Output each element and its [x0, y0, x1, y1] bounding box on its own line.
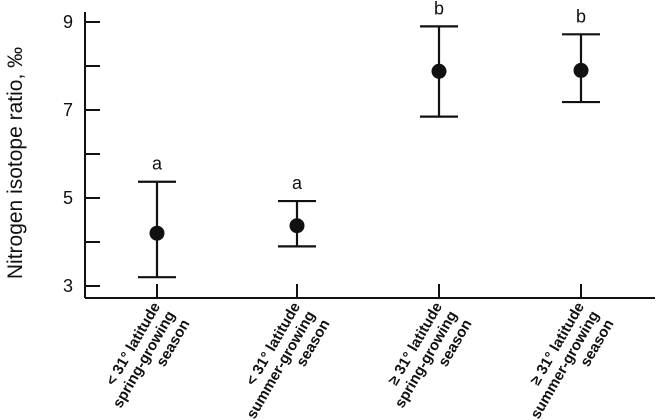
significance-letter: a [152, 154, 163, 174]
mean-point [573, 62, 589, 78]
y-tick-label: 3 [63, 276, 73, 296]
significance-letter: a [292, 173, 303, 193]
axis-labels: 3 5 7 9 Nitrogen isotope ratio, ‰ a a b b < 31° l… [4, 0, 618, 420]
significance-letter: b [434, 0, 444, 18]
y-tick-label: 5 [63, 188, 73, 208]
mean-point [431, 63, 447, 79]
significance-letter: b [576, 6, 586, 26]
y-tick-label: 7 [63, 100, 73, 120]
mean-point [149, 225, 165, 241]
y-tick-label: 9 [63, 12, 73, 32]
mean-point [289, 218, 305, 234]
y-axis-title: Nitrogen isotope ratio, ‰ [4, 47, 27, 279]
plot-marks [138, 25, 600, 279]
axes [84, 12, 655, 299]
